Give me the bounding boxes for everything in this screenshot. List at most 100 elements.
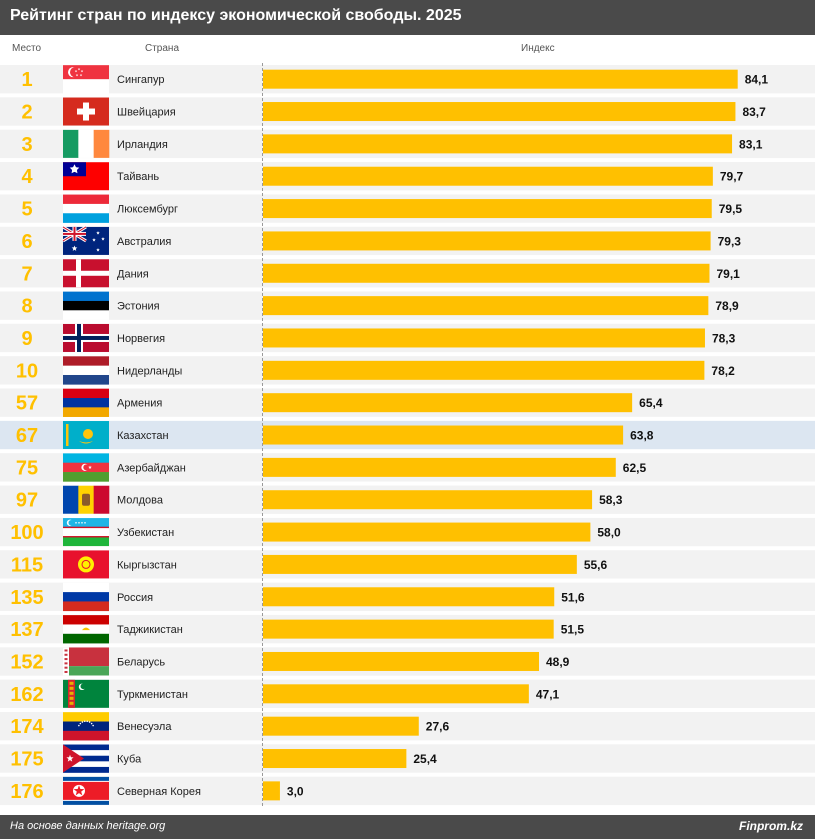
- country-label: Молдова: [117, 495, 164, 507]
- country-label: Нидерланды: [117, 365, 182, 377]
- bar: [263, 360, 705, 380]
- rank-label: 176: [10, 781, 43, 803]
- turkmenistan-flag-icon: [63, 679, 109, 708]
- bar: [263, 328, 705, 348]
- footer-brand: Finprom.kz: [738, 819, 803, 833]
- rank-label: 100: [10, 522, 43, 544]
- moldova-flag-icon: [63, 485, 110, 514]
- bar: [263, 716, 419, 736]
- value-label: 63,8: [630, 429, 654, 443]
- bar: [263, 166, 713, 186]
- rank-label: 75: [16, 457, 38, 479]
- rank-label: 135: [10, 587, 43, 609]
- kyrgyzstan-flag-icon: [63, 550, 109, 579]
- row-band: [0, 776, 815, 806]
- value-label: 65,4: [639, 396, 663, 410]
- bar: [263, 554, 577, 574]
- value-label: 78,2: [711, 364, 735, 378]
- chart-row: 10 Нидерланды 78,2: [0, 356, 815, 385]
- chart-row: 2 Швейцария 83,7: [0, 97, 815, 126]
- bar: [263, 781, 280, 801]
- bar: [263, 393, 633, 413]
- bar: [263, 69, 738, 89]
- chart-row: 67 Казахстан 63,8: [0, 420, 815, 450]
- chart-row: 174 Венесуэла 27,6: [0, 712, 815, 741]
- country-label: Австралия: [117, 236, 171, 248]
- chart-row: 100 Узбекистан 58,0: [0, 517, 815, 547]
- bar: [263, 619, 554, 639]
- index-column-header: Индекс: [521, 43, 555, 54]
- value-label: 47,1: [536, 687, 560, 701]
- rank-label: 57: [16, 393, 38, 415]
- chart-row: 6 Австралия 79,3: [0, 225, 815, 256]
- country-label: Швейцария: [117, 107, 176, 119]
- rank-label: 175: [10, 749, 43, 771]
- venezuela-flag-icon: [63, 712, 109, 741]
- chart-row: 152 Беларусь 48,9: [0, 647, 815, 676]
- bar: [263, 587, 555, 607]
- country-label: Северная Корея: [117, 786, 201, 798]
- netherlands-flag-icon: [63, 356, 109, 385]
- country-label: Тайвань: [117, 171, 159, 183]
- bar: [263, 263, 710, 283]
- page-title: Рейтинг стран по индексу экономической с…: [10, 7, 462, 24]
- bar: [263, 102, 736, 122]
- bar: [263, 749, 407, 769]
- country-label: Дания: [117, 268, 149, 280]
- value-label: 25,4: [413, 752, 437, 766]
- row-band: [0, 744, 815, 773]
- value-label: 79,1: [716, 267, 740, 281]
- value-label: 79,5: [719, 202, 743, 216]
- bar: [263, 684, 529, 704]
- bar: [263, 296, 709, 316]
- switzerland-flag-icon: [63, 97, 109, 126]
- australia-flag-icon: [62, 225, 109, 255]
- rank-label: 162: [10, 684, 43, 706]
- country-label: Венесуэла: [117, 721, 172, 733]
- chart-row: 7 Дания 79,1: [0, 259, 815, 288]
- country-label: Туркменистан: [117, 689, 188, 701]
- value-label: 58,0: [597, 526, 621, 540]
- rank-column-header: Место: [12, 43, 42, 54]
- singapore-flag-icon: [63, 65, 109, 94]
- rank-label: 5: [21, 199, 32, 221]
- rank-label: 67: [16, 425, 38, 447]
- tajikistan-flag-icon: [63, 615, 109, 644]
- chart-row: 135 Россия 51,6: [0, 582, 815, 612]
- footer-source: На основе данных heritage.org: [10, 820, 166, 832]
- country-label: Люксембург: [117, 204, 178, 216]
- chart-row: 4 Тайвань 79,7: [0, 162, 815, 191]
- value-label: 55,6: [584, 558, 608, 572]
- country-label: Беларусь: [117, 656, 165, 668]
- kazakhstan-flag-icon: [63, 421, 109, 450]
- country-label: Сингапур: [117, 74, 165, 86]
- rank-label: 8: [21, 296, 32, 318]
- value-label: 27,6: [426, 720, 450, 734]
- chart-row: 137 Таджикистан 51,5: [0, 614, 815, 644]
- country-label: Россия: [117, 592, 153, 604]
- rank-label: 115: [11, 554, 43, 576]
- uzbekistan-flag-icon: [63, 518, 109, 547]
- russia-flag-icon: [63, 582, 109, 612]
- rank-label: 97: [16, 490, 38, 512]
- chart-row: 162 Туркменистан 47,1: [0, 679, 815, 708]
- rank-label: 4: [21, 166, 33, 188]
- value-label: 78,3: [712, 331, 736, 345]
- bar: [263, 457, 616, 477]
- chart-row: 1 Сингапур 84,1: [0, 65, 815, 94]
- norway-flag-icon: [63, 323, 109, 352]
- bar: [263, 490, 593, 510]
- country-label: Узбекистан: [117, 527, 174, 539]
- rank-label: 152: [10, 651, 43, 673]
- country-label: Казахстан: [117, 430, 169, 442]
- country-label: Азербайджан: [117, 462, 186, 474]
- rank-label: 10: [16, 360, 38, 382]
- bar: [263, 651, 540, 671]
- rank-label: 174: [10, 716, 44, 738]
- ireland-flag-icon: [63, 129, 110, 158]
- rank-label: 2: [21, 102, 32, 124]
- rank-label: 7: [21, 263, 32, 285]
- country-label: Куба: [117, 754, 142, 766]
- value-label: 79,3: [718, 234, 742, 248]
- value-label: 62,5: [623, 461, 647, 475]
